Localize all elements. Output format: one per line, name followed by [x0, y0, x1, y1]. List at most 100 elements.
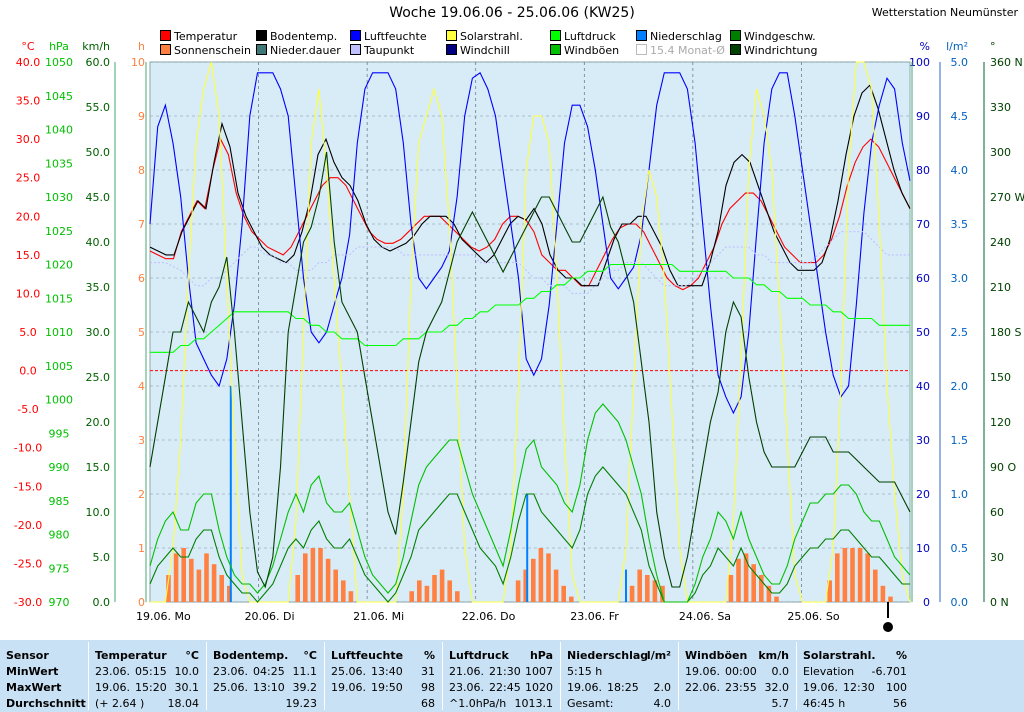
- chart-title: Woche 19.06.06 - 25.06.06 (KW25): [389, 5, 635, 21]
- series-line-luftfeuchte: [149, 71, 911, 415]
- axis-tick-pressure: 1050: [45, 56, 73, 69]
- bar-sonnenschein: [751, 564, 756, 602]
- axis-tick-wind: 10.0: [86, 506, 111, 519]
- axis-tick-pressure: 1020: [45, 259, 73, 272]
- x-tick-label: 25.06. So: [787, 610, 839, 623]
- bar-niederschlag: [625, 569, 627, 602]
- axis-tick-temperature: -5.0: [17, 403, 38, 416]
- stats-row: 19.06. 00:00 0.0: [685, 664, 789, 680]
- axis-tick-wind: 55.0: [86, 101, 111, 114]
- bar-sonnenschein: [531, 558, 536, 602]
- axis-tick-pressure: 990: [49, 461, 70, 474]
- bar-sonnenschein: [569, 596, 574, 602]
- bar-sonnenschein: [835, 553, 840, 602]
- bar-sonnenschein: [857, 548, 863, 602]
- legend-label: Nieder.dauer: [270, 44, 341, 57]
- stats-date: 19.06.: [331, 681, 366, 694]
- stats-panel-unit: hPa: [529, 649, 553, 662]
- chart-legend: Temperatur Sonnenschein Bodentemp. Nieder.d…: [160, 30, 920, 60]
- axis-tick-direction: 30: [990, 551, 1004, 564]
- axis-tick-humidity: 60: [916, 272, 930, 285]
- stats-time: 19:50: [371, 681, 403, 694]
- axis-tick-temperature: 0.0: [19, 365, 37, 378]
- axis-unit-temperature: °C: [21, 40, 35, 53]
- axis-tick-temperature: 15.0: [16, 249, 41, 262]
- stats-date: 19.06.: [95, 681, 130, 694]
- stats-date: 23.06.: [449, 681, 484, 694]
- station-name: Wetterstation Neumünster: [871, 6, 1018, 19]
- stats-row: 22.06. 23:55 32.0: [685, 680, 789, 696]
- x-tick-label: 24.06. Sa: [679, 610, 731, 623]
- stats-panel-header: Bodentemp. °C: [213, 648, 317, 664]
- axis-tick-wind: 25.0: [86, 371, 111, 384]
- legend-label: Luftdruck: [564, 30, 616, 43]
- stats-value: 4.0: [653, 697, 672, 710]
- bar-sonnenschein: [850, 548, 855, 602]
- axis-tick-sunshine: 7: [138, 218, 145, 231]
- axis-tick-temperature: -30.0: [14, 596, 42, 609]
- bar-sonnenschein: [766, 585, 772, 602]
- bar-sonnenschein: [295, 575, 300, 602]
- axis-tick-sunshine: 9: [138, 110, 145, 123]
- stats-panel-luftfeuchte: Luftfeuchte% 25.06. 13:40 31 19.06. 19:50 98 68: [324, 642, 441, 710]
- bar-niederschlag: [229, 386, 232, 602]
- legend-label: Windböen: [564, 44, 620, 57]
- legend-item: 15.4 Monat-Ø: [636, 44, 725, 58]
- stats-date: 19.06.: [685, 665, 720, 678]
- stats-row: 19.23: [213, 696, 318, 712]
- legend-swatch: [256, 30, 267, 41]
- bar-sonnenschein: [181, 548, 186, 602]
- axis-unit-rain: l/m²: [946, 40, 968, 53]
- legend-item: Temperatur: [160, 30, 237, 44]
- axis-tick-direction: 210: [990, 281, 1011, 294]
- stats-row: 25.06. 13:10 39.2: [213, 680, 317, 696]
- series-line-temperatur: [149, 137, 911, 291]
- axis-tick-rain: 4.0: [951, 164, 969, 177]
- stats-time: 12:30: [843, 681, 875, 694]
- legend-swatch: [160, 30, 171, 41]
- stats-value: 10.0: [174, 665, 200, 678]
- stats-panel-unit: %: [423, 649, 435, 662]
- bar-sonnenschein: [189, 558, 194, 602]
- stats-panel-header: Windböen km/h: [685, 648, 789, 664]
- x-tick-label: 19.06. Mo: [136, 610, 191, 623]
- legend-item: Windchill: [446, 44, 510, 58]
- moon-phase-icon: [883, 622, 893, 632]
- series-line-bodentemp: [149, 84, 911, 287]
- weather-chart: 19.06. Mo 20.06. Di 21.06. Mi 22.06. Do 23.0…: [14, 40, 1024, 632]
- stats-value: 1007: [525, 665, 553, 678]
- stats-panel-unit: %: [895, 649, 907, 662]
- axis-tick-humidity: 90: [916, 110, 930, 123]
- bar-sonnenschein: [432, 575, 437, 602]
- bar-sonnenschein: [333, 569, 338, 602]
- axis-tick-pressure: 1045: [45, 90, 73, 103]
- legend-item: Windrichtung: [730, 44, 817, 58]
- axis-tick-sunshine: 2: [138, 488, 145, 501]
- axis-tick-rain: 1.5: [951, 434, 969, 447]
- axis-tick-wind: 40.0: [86, 236, 111, 249]
- stats-date: ^1.0hPa/h: [449, 697, 507, 710]
- axis-tick-sunshine: 5: [138, 326, 145, 339]
- stats-row: (+ 2.64 ) 18.04: [95, 696, 199, 712]
- bar-sonnenschein: [880, 585, 886, 602]
- axis-tick-direction: 300: [990, 146, 1011, 159]
- x-tick-label: 22.06. Do: [462, 610, 516, 623]
- legend-swatch: [636, 44, 647, 55]
- stats-row: 68: [331, 696, 435, 712]
- stats-row: 23.06. 05:15 10.0: [95, 664, 199, 680]
- axis-tick-temperature: -10.0: [14, 442, 42, 455]
- row-label-sensor: Sensor: [6, 649, 49, 662]
- stats-value: 0.0: [771, 665, 790, 678]
- stats-panel-unit: l/m²: [646, 649, 671, 662]
- legend-swatch: [256, 44, 267, 55]
- axis-tick-humidity: 80: [916, 164, 930, 177]
- series-line-solarstrahl: [150, 61, 911, 603]
- axis-tick-sunshine: 3: [138, 434, 145, 447]
- legend-swatch: [730, 44, 741, 55]
- stats-panel-title: Luftfeuchte: [331, 649, 404, 662]
- axis-tick-sunshine: 10: [131, 56, 145, 69]
- bar-sonnenschein: [455, 591, 460, 602]
- stats-panel-header: Solarstrahl.%: [803, 648, 907, 664]
- stats-row-labels: Sensor MinWert MaxWert Durchschnitt: [0, 642, 86, 710]
- stats-value: 11.1: [292, 665, 318, 678]
